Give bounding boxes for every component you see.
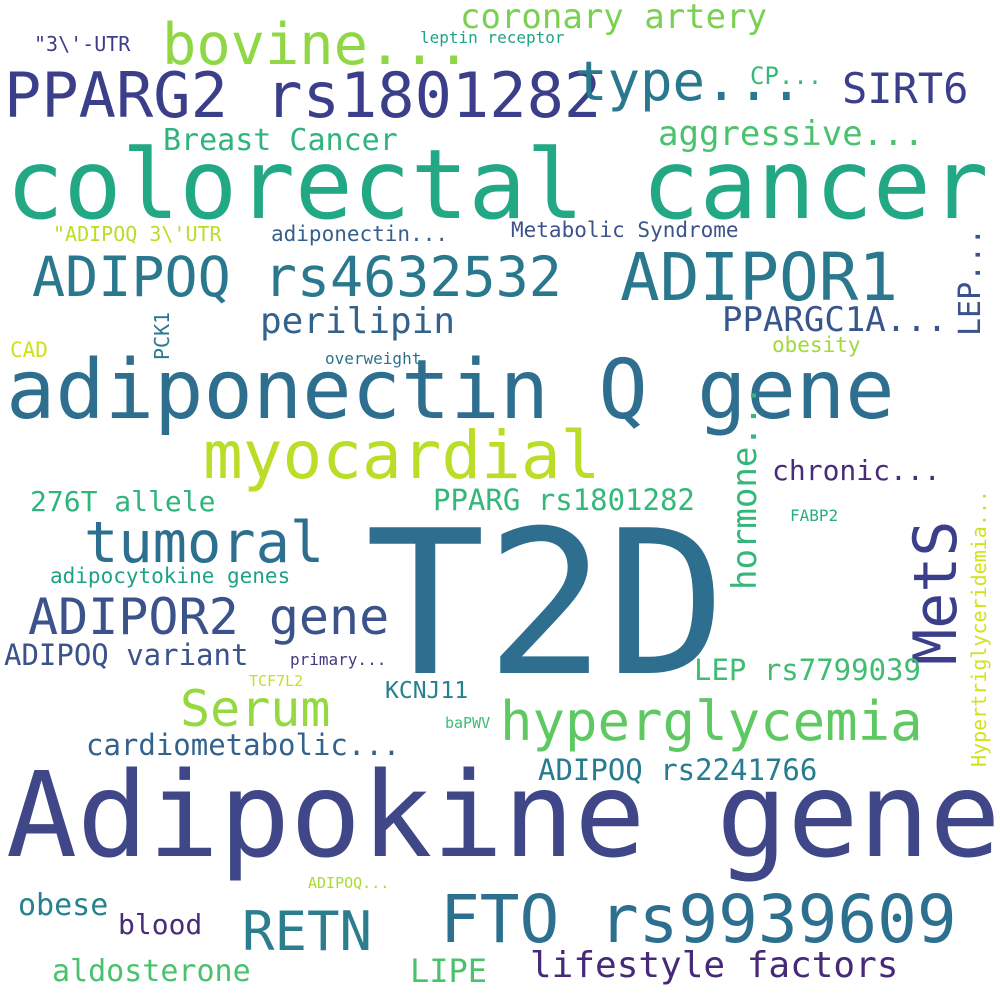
word-adipoq-rs2241766: ADIPOQ rs2241766	[538, 753, 818, 787]
word-adipoq-variant: ADIPOQ variant	[4, 638, 249, 672]
word-cad: CAD	[10, 338, 48, 362]
word-fabp2: FABP2	[790, 506, 839, 525]
word-blood: blood	[118, 908, 203, 941]
word-serum: Serum	[180, 680, 331, 738]
word-leptin-receptor: leptin receptor	[420, 28, 565, 47]
word-obese: obese	[18, 888, 109, 923]
word-adiponectin-q-gene: adiponectin Q gene	[6, 343, 895, 438]
word-type: type...	[575, 50, 803, 113]
word-primary: primary...	[290, 650, 387, 669]
word-myocardial: myocardial	[203, 417, 601, 494]
word-adipoq-ellipsis: ADIPOQ...	[308, 874, 390, 892]
word-colorectal-cancer: colorectal cancer	[6, 129, 989, 241]
word-bapwv: baPWV	[445, 714, 491, 732]
word-276t-allele: 276T allele	[30, 485, 216, 518]
word-bovine: bovine...	[162, 12, 471, 78]
word-tumoral: tumoral	[84, 510, 325, 576]
word-hypertriglyceridemia: Hypertriglyceridemia...	[967, 490, 991, 767]
word-hyperglycemia: hyperglycemia	[500, 690, 923, 753]
word-obesity: obesity	[772, 333, 861, 357]
word-adipocytokine-genes: adipocytokine genes	[50, 564, 291, 588]
word-cp: CP...	[750, 62, 823, 90]
word-chronic: chronic...	[772, 454, 941, 487]
word-hormone: hormone...	[725, 385, 765, 590]
word-lifestyle-factors: lifestyle factors	[530, 945, 899, 986]
word-overweight: overweight	[325, 349, 422, 368]
word-breast-cancer: Breast Cancer	[163, 123, 398, 158]
word-pparg2-rs1801282: PPARG2 rs1801282	[4, 59, 602, 132]
word-adipoq-rs4632532: ADIPOQ rs4632532	[32, 245, 562, 309]
word-retn: RETN	[242, 900, 373, 963]
word-aggressive: aggressive...	[658, 114, 925, 154]
word-sirt6: SIRT6	[842, 64, 969, 113]
word-mets: MetS	[901, 520, 971, 666]
word-adipor2-gene: ADIPOR2 gene	[28, 588, 390, 646]
word-adiponectin-ellipsis: adiponectin...	[271, 222, 449, 246]
word-cardiometabolic: cardiometabolic...	[86, 728, 401, 762]
word-tcf7l2: TCF7L2	[249, 672, 304, 690]
word-3-utr: "3\'-UTR	[34, 32, 131, 56]
word-metabolic-syndrome: Metabolic Syndrome	[511, 218, 739, 242]
word-fto-rs9939609: FTO rs9939609	[440, 881, 957, 958]
word-kcnj11: KCNJ11	[385, 678, 469, 704]
word-lep-vertical: LEP...	[953, 227, 988, 336]
word-pck1: PCK1	[150, 311, 174, 360]
word-adipor1: ADIPOR1	[620, 239, 899, 316]
word-adipokine-gene: Adipokine gene	[6, 746, 1000, 884]
word-aldosterone: aldosterone	[52, 954, 251, 989]
word-perilipin: perilipin	[260, 301, 456, 342]
word-t2d: T2D	[365, 488, 727, 721]
word-ppargc1a: PPARGC1A...	[722, 300, 948, 340]
word-coronary-artery: coronary artery	[460, 0, 768, 37]
word-adipoq-3utr: "ADIPOQ 3\'UTR	[53, 222, 222, 246]
word-lep-rs7799039: LEP rs7799039	[694, 653, 921, 687]
word-pparg-rs1801282: PPARG rs1801282	[433, 483, 695, 517]
word-lipe: LIPE	[410, 952, 488, 990]
